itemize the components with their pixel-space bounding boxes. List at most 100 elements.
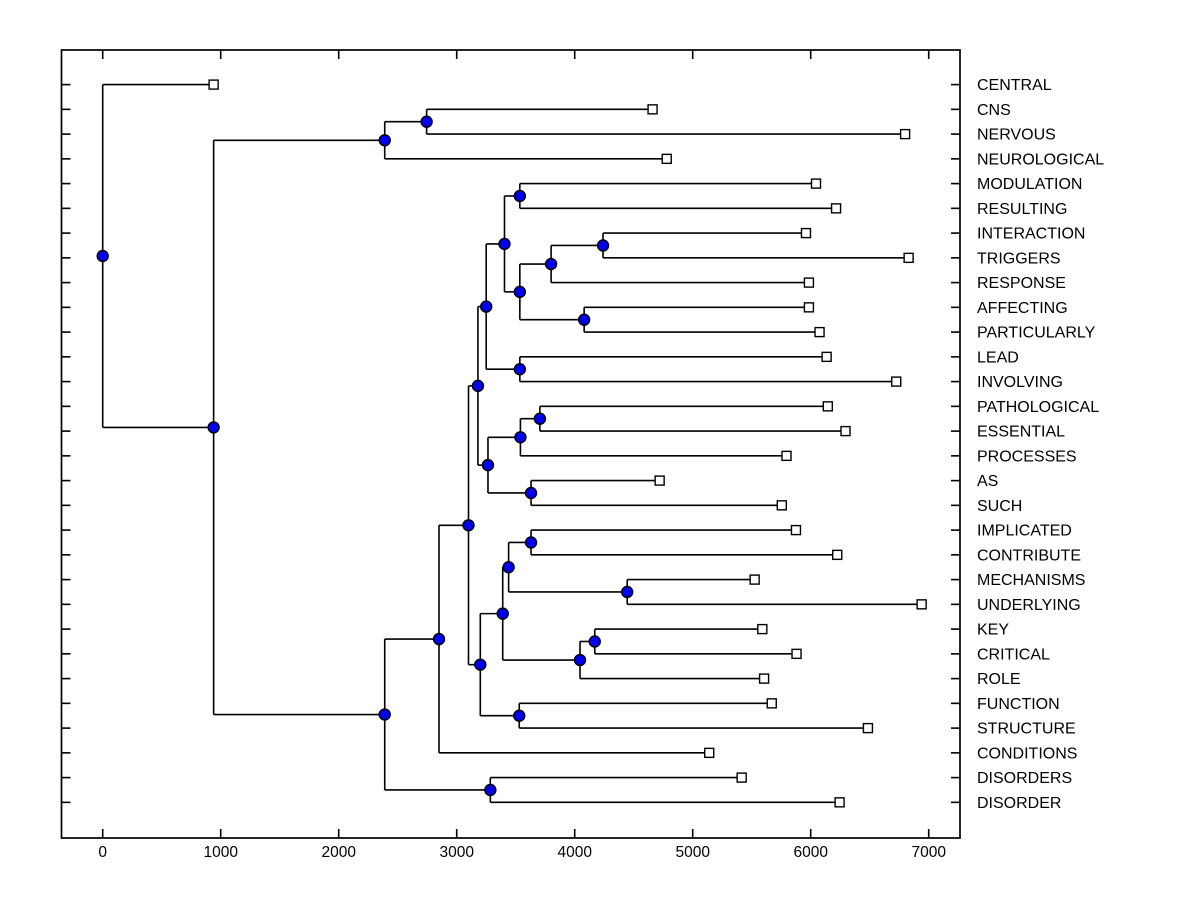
leaf-marker bbox=[776, 500, 787, 511]
leaf-marker bbox=[862, 722, 874, 734]
leaf-label: MECHANISMS bbox=[977, 572, 1085, 589]
leaf-label: MODULATION bbox=[977, 176, 1082, 193]
leaf-label: TRIGGERS bbox=[977, 250, 1061, 267]
leaf-marker bbox=[803, 277, 815, 288]
leaf-label: AS bbox=[977, 473, 998, 490]
leaf-label: INVOLVING bbox=[977, 374, 1063, 391]
leaf-label: AFFECTING bbox=[977, 300, 1068, 317]
cluster-node-marker bbox=[621, 585, 634, 599]
leaf-marker bbox=[781, 450, 792, 462]
leaf-label: NERVOUS bbox=[977, 127, 1056, 144]
leaf-marker bbox=[840, 425, 851, 437]
leaf-marker bbox=[208, 79, 219, 90]
leaf-label: DISORDER bbox=[977, 795, 1061, 812]
cluster-node-marker bbox=[544, 257, 558, 271]
x-axis-tick-label: 4000 bbox=[557, 844, 592, 861]
leaf-label: CONTRIBUTE bbox=[977, 547, 1081, 564]
leaf-marker bbox=[704, 747, 715, 759]
leaf-label: SUCH bbox=[977, 498, 1022, 515]
cluster-node-marker bbox=[96, 249, 109, 263]
cluster-node-marker bbox=[496, 607, 509, 620]
leaf-label: RESULTING bbox=[977, 201, 1067, 218]
leaf-label: CONDITIONS bbox=[977, 745, 1077, 762]
leaf-label: STRUCTURE bbox=[977, 721, 1076, 738]
leaf-marker bbox=[661, 153, 672, 165]
leaf-label: CNS bbox=[977, 102, 1011, 119]
cluster-node-marker bbox=[513, 285, 527, 299]
cluster-node-marker bbox=[513, 189, 527, 203]
cluster-node-marker bbox=[378, 134, 391, 147]
leaf-marker bbox=[803, 302, 815, 313]
leaf-marker bbox=[647, 104, 658, 115]
cluster-node-marker bbox=[481, 458, 495, 472]
leaf-marker bbox=[899, 128, 911, 140]
leaf-label: PROCESSES bbox=[977, 448, 1077, 465]
cluster-node-marker bbox=[513, 709, 526, 722]
cluster-node-marker bbox=[577, 313, 591, 326]
x-axis-tick-label: 5000 bbox=[675, 844, 710, 861]
leaf-marker bbox=[758, 673, 770, 684]
leaf-label: INTERACTION bbox=[977, 226, 1085, 243]
x-axis-tick-label: 6000 bbox=[793, 844, 828, 861]
leaf-label: UNDERLYING bbox=[977, 597, 1081, 614]
leaf-marker bbox=[821, 351, 832, 363]
leaf-marker bbox=[757, 623, 768, 635]
plot-border bbox=[60, 49, 961, 839]
cluster-node-marker bbox=[514, 431, 527, 444]
cluster-node-marker bbox=[502, 561, 515, 574]
leaf-label: CENTRAL bbox=[977, 77, 1052, 94]
leaf-label: CRITICAL bbox=[977, 646, 1050, 663]
cluster-node-marker bbox=[524, 536, 538, 549]
cluster-node-marker bbox=[420, 115, 433, 128]
leaf-marker bbox=[830, 203, 842, 214]
cluster-node-marker bbox=[207, 421, 220, 434]
leaf-marker bbox=[834, 797, 845, 808]
leaf-label: NEUROLOGICAL bbox=[977, 151, 1104, 168]
cluster-node-marker bbox=[513, 363, 527, 376]
cluster-node-marker bbox=[484, 783, 497, 797]
leaf-label: IMPLICATED bbox=[977, 523, 1072, 540]
leaf-label: PARTICULARLY bbox=[977, 325, 1096, 342]
leaf-label: RESPONSE bbox=[977, 275, 1066, 292]
leaf-marker bbox=[891, 376, 902, 387]
leaf-marker bbox=[822, 401, 834, 412]
leaf-label: KEY bbox=[977, 622, 1009, 639]
leaf-marker bbox=[832, 549, 843, 561]
x-axis-tick-label: 2000 bbox=[321, 844, 356, 861]
cluster-node-marker bbox=[471, 379, 485, 393]
x-axis-tick-label: 3000 bbox=[439, 844, 474, 861]
leaf-marker bbox=[791, 648, 802, 660]
cluster-node-marker bbox=[596, 239, 610, 252]
leaf-label: ESSENTIAL bbox=[977, 424, 1065, 441]
x-axis-tick-label: 0 bbox=[98, 844, 107, 861]
leaf-marker bbox=[800, 227, 812, 239]
leaf-marker bbox=[749, 574, 760, 585]
cluster-node-marker bbox=[432, 632, 446, 646]
cluster-node-marker bbox=[480, 300, 493, 313]
cluster-node-marker bbox=[462, 519, 475, 532]
leaf-marker bbox=[766, 698, 777, 709]
leaf-label: FUNCTION bbox=[977, 696, 1060, 713]
leaf-marker bbox=[916, 599, 927, 610]
leaf-marker bbox=[903, 252, 914, 264]
cluster-node-marker bbox=[533, 412, 547, 425]
leaf-marker bbox=[736, 772, 747, 783]
leaf-label: DISORDERS bbox=[977, 770, 1072, 787]
cluster-node-marker bbox=[474, 658, 487, 671]
x-axis-tick-label: 1000 bbox=[203, 844, 238, 861]
leaf-marker bbox=[790, 524, 802, 536]
leaf-label: LEAD bbox=[977, 349, 1019, 366]
cluster-node-marker bbox=[573, 653, 587, 667]
leaf-marker bbox=[810, 178, 822, 189]
leaf-marker bbox=[654, 475, 665, 486]
x-axis-tick-label: 7000 bbox=[911, 844, 946, 861]
leaf-marker bbox=[814, 326, 825, 338]
cluster-node-marker bbox=[498, 237, 511, 251]
cluster-node-marker bbox=[378, 708, 391, 721]
leaf-label: PATHOLOGICAL bbox=[977, 399, 1099, 416]
cluster-node-marker bbox=[588, 635, 601, 648]
cluster-node-marker bbox=[524, 486, 538, 500]
leaf-label: ROLE bbox=[977, 671, 1021, 688]
